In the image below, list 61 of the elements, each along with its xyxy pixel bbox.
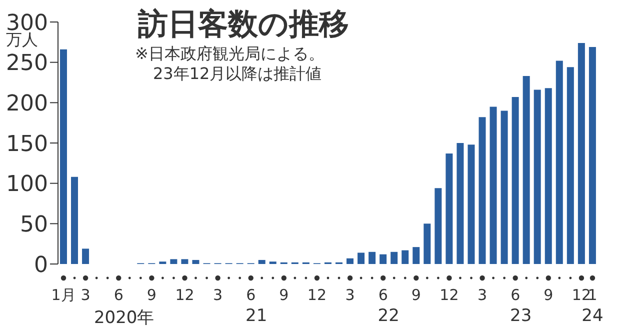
x-tick-label: 3 [478, 286, 488, 304]
bar [402, 250, 409, 264]
bar [468, 144, 475, 264]
chart-title: 訪日客数の推移 [138, 6, 349, 44]
x-tick-label: 3 [80, 286, 90, 304]
x-tick-label: 6 [510, 286, 520, 304]
bar [544, 88, 552, 264]
y-tick-label: 250 [6, 51, 48, 76]
x-tick-label: 3 [213, 286, 223, 304]
y-tick-label: 0 [34, 252, 48, 278]
bar [82, 248, 90, 264]
bar [170, 259, 178, 264]
bar [434, 188, 442, 264]
y-tick-label: 200 [6, 91, 48, 116]
bar [192, 260, 200, 264]
x-tick-label: 12 [307, 286, 327, 304]
bar [181, 259, 188, 264]
bar [490, 106, 497, 264]
x-tick-label: 6 [378, 286, 388, 304]
text: 24 [580, 306, 604, 326]
y-tick-label: 150 [6, 132, 48, 157]
bar [368, 252, 376, 264]
bar [424, 224, 431, 264]
annotation: 23年12月以降は推計値 [152, 64, 323, 84]
x-tick-label: 12 [175, 286, 194, 304]
bar [446, 153, 453, 264]
text: 2020年 [92, 307, 156, 329]
bar [534, 90, 541, 264]
x-tick-label: 1月 [51, 286, 76, 304]
bar [412, 247, 420, 264]
x-tick-label: 9 [279, 286, 289, 304]
text: 22 [376, 306, 400, 326]
bar [578, 42, 585, 264]
bar [566, 67, 574, 264]
bar [390, 252, 398, 264]
text: 21 [244, 306, 268, 326]
x-tick-label: 9 [146, 286, 156, 304]
bar [258, 260, 266, 264]
bar [346, 258, 354, 264]
bar [456, 143, 464, 264]
bar [380, 254, 387, 264]
bar [556, 60, 563, 264]
x-tick-label: 6 [114, 286, 124, 304]
annotation: ※日本政府観光局による。 [135, 44, 324, 64]
x-tick-label: 3 [345, 286, 355, 304]
bar [358, 252, 365, 264]
x-tick-label: 1 [588, 286, 598, 304]
x-tick-label: 6 [246, 286, 256, 304]
y-tick-label: 100 [6, 172, 48, 198]
bar [522, 76, 530, 264]
x-tick-label: 9 [544, 286, 554, 304]
text: 23 [509, 306, 533, 326]
bar [500, 110, 508, 264]
bar [512, 97, 519, 264]
bar [60, 49, 67, 264]
bar [478, 117, 486, 264]
x-tick-label: 9 [411, 286, 421, 304]
x-tick-label: 12 [440, 286, 459, 304]
y-tick-label: 50 [20, 212, 48, 238]
bar [588, 47, 596, 264]
bar [71, 176, 78, 264]
